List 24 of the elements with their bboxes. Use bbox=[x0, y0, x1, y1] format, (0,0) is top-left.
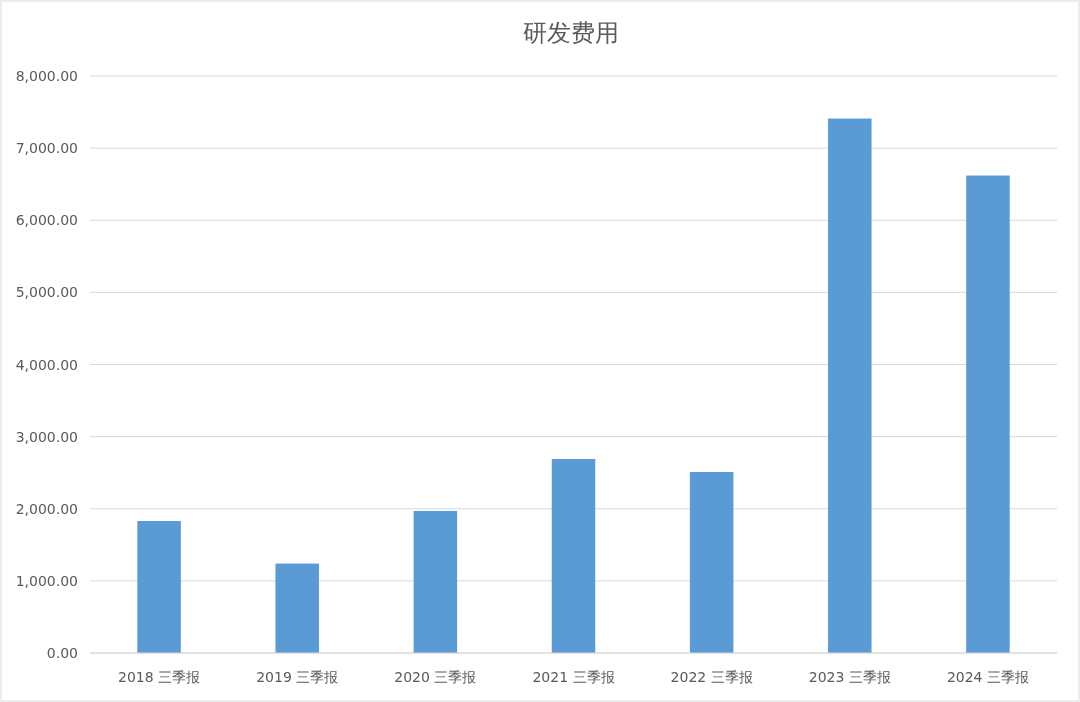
x-tick-label: 2024 三季报 bbox=[946, 669, 1029, 685]
y-tick-label: 6,000.00 bbox=[15, 212, 78, 229]
y-tick-label: 7,000.00 bbox=[15, 140, 78, 157]
x-tick-label: 2020 三季报 bbox=[394, 669, 477, 685]
bar bbox=[689, 471, 734, 653]
chart-title: 研发费用 bbox=[522, 19, 619, 47]
x-tick-label: 2021 三季报 bbox=[532, 669, 615, 685]
y-tick-label: 4,000.00 bbox=[15, 356, 78, 373]
x-tick-label: 2023 三季报 bbox=[808, 669, 891, 685]
y-tick-label: 3,000.00 bbox=[15, 428, 78, 445]
y-tick-label: 8,000.00 bbox=[15, 68, 78, 84]
bar bbox=[828, 118, 872, 653]
x-tick-label: 2019 三季报 bbox=[256, 669, 339, 685]
y-tick-label: 1,000.00 bbox=[15, 572, 78, 589]
bar bbox=[551, 458, 596, 653]
bar bbox=[137, 521, 181, 653]
y-tick-label: 0.00 bbox=[46, 645, 78, 661]
x-tick-label: 2018 三季报 bbox=[118, 669, 201, 685]
y-tick-label: 5,000.00 bbox=[15, 284, 78, 301]
y-tick-label: 2,000.00 bbox=[15, 500, 78, 517]
x-tick-label: 2022 三季报 bbox=[670, 669, 753, 685]
bar bbox=[275, 563, 319, 653]
bar bbox=[413, 510, 458, 653]
bar bbox=[966, 175, 1010, 653]
